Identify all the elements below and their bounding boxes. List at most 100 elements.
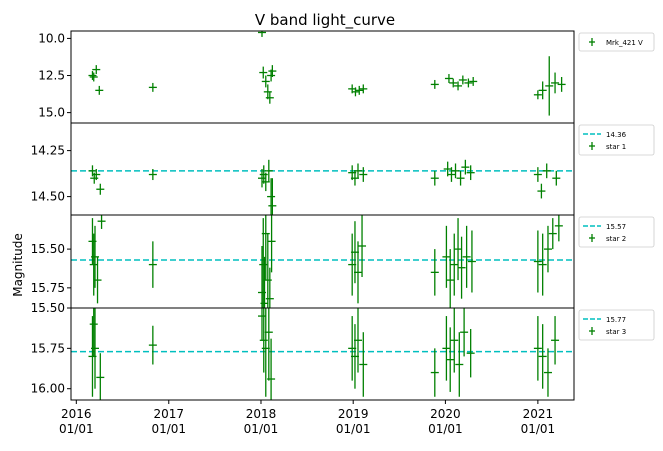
data-point bbox=[359, 84, 368, 94]
data-point bbox=[96, 353, 105, 400]
data-point bbox=[259, 165, 268, 184]
legend-marker-swatch bbox=[589, 234, 595, 242]
data-points bbox=[88, 159, 561, 215]
data-point bbox=[442, 225, 451, 288]
data-point bbox=[467, 230, 476, 293]
data-point bbox=[95, 85, 104, 95]
data-point bbox=[263, 84, 272, 100]
data-point bbox=[430, 79, 439, 89]
x-tick-label: 2017 01/01 bbox=[151, 407, 186, 436]
data-point bbox=[430, 249, 439, 296]
legend-box bbox=[578, 124, 655, 156]
data-point bbox=[545, 56, 554, 116]
data-point bbox=[263, 233, 272, 308]
legend-label: star 2 bbox=[606, 235, 626, 243]
data-point bbox=[351, 87, 360, 97]
legend-label: star 1 bbox=[606, 143, 626, 151]
data-point bbox=[259, 308, 268, 373]
data-point bbox=[353, 163, 362, 179]
data-point bbox=[446, 249, 455, 308]
data-point bbox=[430, 170, 439, 186]
legend-label: Mrk_421 V bbox=[606, 39, 643, 47]
data-point bbox=[450, 233, 459, 296]
panels: 10.0 12.5 15.0 Mrk_421 V 14.25 14.50 14.36 star… bbox=[31, 30, 655, 401]
data-point bbox=[430, 348, 439, 397]
data-point bbox=[359, 332, 368, 397]
data-point bbox=[451, 163, 460, 179]
data-point bbox=[93, 256, 102, 304]
data-point bbox=[458, 75, 467, 85]
data-point bbox=[265, 267, 274, 308]
legend: 15.57 star 2 bbox=[578, 216, 655, 248]
data-point bbox=[353, 308, 362, 373]
legend-box bbox=[578, 216, 655, 248]
data-point bbox=[92, 169, 101, 181]
data-point bbox=[464, 78, 473, 88]
data-point bbox=[460, 308, 469, 357]
data-point bbox=[92, 65, 101, 75]
legend: 14.36 star 1 bbox=[578, 124, 655, 156]
data-point bbox=[542, 163, 551, 179]
data-point bbox=[257, 308, 266, 341]
legend-marker-swatch bbox=[589, 327, 595, 335]
data-point bbox=[267, 215, 276, 273]
data-point bbox=[454, 218, 463, 281]
data-point bbox=[355, 85, 364, 95]
data-point bbox=[268, 65, 277, 77]
legend-label: 15.77 bbox=[606, 316, 626, 324]
legend-label: star 3 bbox=[606, 328, 626, 336]
y-tick-label: 15.75 bbox=[31, 341, 65, 355]
legend-box bbox=[578, 309, 655, 341]
data-point bbox=[91, 308, 100, 389]
data-point bbox=[449, 78, 458, 88]
x-tick-label: 2021 01/01 bbox=[521, 407, 556, 436]
data-point bbox=[358, 215, 367, 277]
panel-mrk421: 10.0 12.5 15.0 Mrk_421 V bbox=[38, 30, 655, 124]
data-point bbox=[148, 241, 157, 288]
x-tick-label: 2019 01/01 bbox=[336, 407, 371, 436]
data-points bbox=[88, 215, 563, 308]
panel-star3: 15.50 15.75 16.00 15.77 star 3 bbox=[31, 301, 655, 401]
data-points bbox=[88, 31, 566, 116]
data-point bbox=[261, 75, 270, 88]
data-point bbox=[264, 159, 273, 182]
panel-frame bbox=[70, 30, 575, 124]
data-point bbox=[551, 316, 560, 365]
panel-frame bbox=[70, 307, 575, 401]
y-tick-label: 16.00 bbox=[31, 382, 65, 396]
data-point bbox=[446, 327, 455, 392]
data-point bbox=[89, 233, 98, 296]
data-points bbox=[88, 308, 560, 400]
data-point bbox=[257, 169, 266, 188]
data-point bbox=[551, 72, 560, 94]
y-tick-label: 14.25 bbox=[31, 144, 65, 158]
y-tick-label: 15.50 bbox=[31, 242, 65, 256]
data-point bbox=[538, 324, 547, 389]
data-point bbox=[96, 183, 105, 195]
legend-box bbox=[578, 32, 655, 52]
data-point bbox=[461, 159, 470, 175]
x-axis: 2016 01/01 2017 01/01 2018 01/01 2019 01/01 2020… bbox=[59, 400, 555, 436]
data-point bbox=[462, 225, 471, 288]
data-point bbox=[265, 91, 274, 104]
data-point bbox=[552, 170, 561, 186]
data-point bbox=[259, 66, 268, 79]
data-point bbox=[148, 325, 157, 365]
x-tick-label: 2020 01/01 bbox=[428, 407, 463, 436]
y-tick-label: 12.5 bbox=[38, 69, 65, 83]
data-point bbox=[89, 72, 98, 82]
data-point bbox=[533, 316, 542, 381]
legend: Mrk_421 V bbox=[578, 32, 655, 52]
y-axis-label: Magnitude bbox=[11, 233, 25, 297]
data-point bbox=[353, 241, 362, 304]
data-point bbox=[442, 316, 451, 381]
x-tick-label: 2018 01/01 bbox=[244, 407, 279, 436]
data-point bbox=[444, 74, 453, 83]
data-point bbox=[557, 77, 566, 92]
legend-label: 15.57 bbox=[606, 223, 626, 231]
data-point bbox=[447, 167, 456, 182]
legend-label: 14.36 bbox=[606, 131, 627, 139]
data-point bbox=[538, 233, 547, 296]
data-point bbox=[455, 332, 464, 397]
